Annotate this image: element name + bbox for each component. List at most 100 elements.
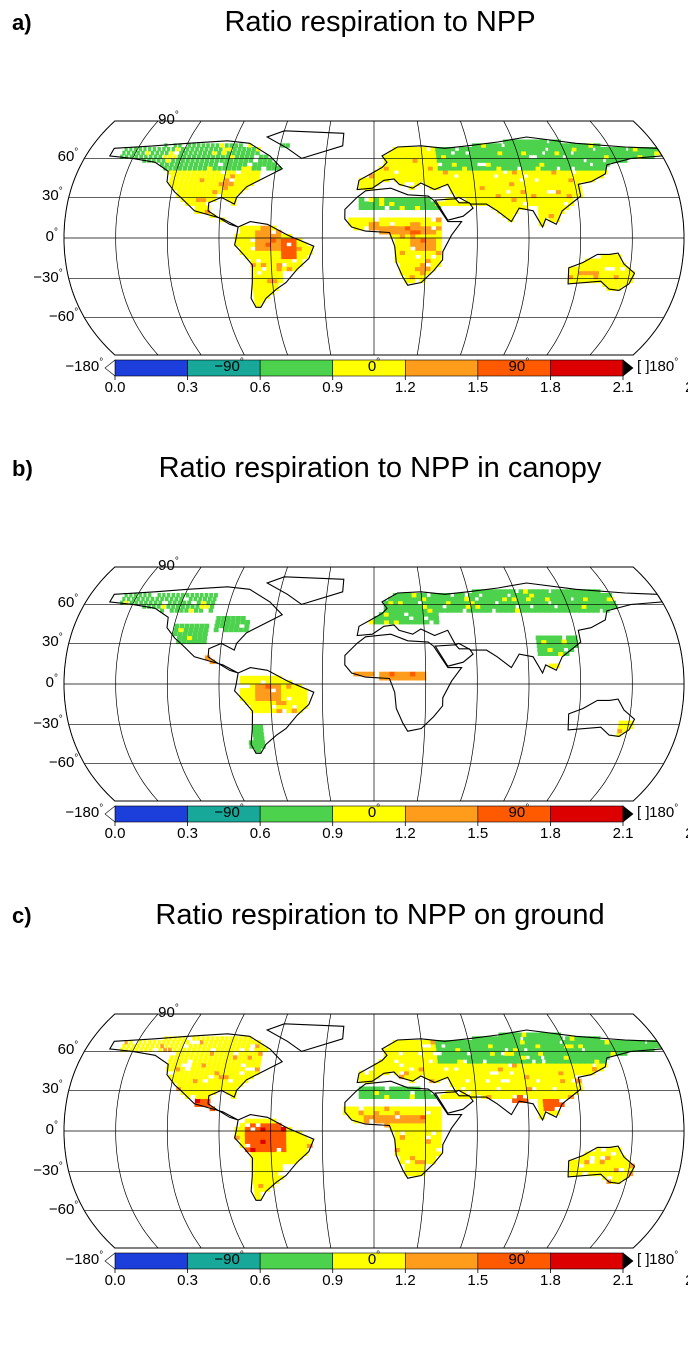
data-cell [255, 700, 262, 706]
data-cell [620, 1155, 626, 1161]
data-cell [257, 1055, 262, 1060]
data-cell [496, 205, 503, 210]
data-cell [234, 233, 241, 239]
data-cell [595, 262, 601, 268]
data-cell [191, 1063, 197, 1068]
data-cell [383, 600, 390, 605]
meridian-line [270, 121, 288, 355]
data-cell [476, 143, 483, 148]
data-cell [450, 201, 457, 206]
data-cell [549, 162, 556, 167]
data-cell [191, 193, 197, 199]
colorbar-tick-label: 1.8 [539, 825, 561, 842]
data-cell [567, 593, 575, 598]
data-cell [276, 708, 283, 714]
data-cell [251, 1163, 258, 1169]
data-cell [234, 1135, 241, 1140]
data-cell [541, 197, 549, 202]
data-cell [412, 600, 418, 605]
data-cell [210, 143, 215, 148]
data-cell [291, 1131, 298, 1136]
data-cell [485, 608, 493, 613]
data-cell [430, 1155, 437, 1161]
data-cell [555, 635, 563, 641]
data-cell [585, 170, 593, 175]
data-cell [585, 258, 591, 264]
data-cell [458, 147, 465, 152]
data-cell [255, 1155, 262, 1161]
data-cell [275, 675, 282, 681]
data-cell [199, 1102, 205, 1107]
data-cell [215, 143, 220, 148]
data-cell [383, 608, 390, 613]
data-cell [496, 1090, 503, 1095]
data-cell [353, 221, 360, 227]
data-cell [567, 197, 574, 202]
data-cell [605, 604, 613, 609]
data-cell [526, 139, 534, 144]
data-cell [495, 1055, 502, 1060]
data-cell [255, 229, 261, 235]
data-cell [565, 154, 573, 159]
data-cell [540, 596, 547, 602]
data-cell [484, 154, 491, 159]
data-cell [456, 1051, 463, 1056]
data-cell [466, 1055, 473, 1060]
data-cell [594, 266, 600, 272]
lon-tick-label: 180° [634, 1250, 688, 1268]
data-cell [281, 692, 287, 697]
data-cell [409, 270, 416, 276]
data-cell [255, 1151, 262, 1157]
data-cell [259, 154, 264, 159]
data-cell [430, 1094, 436, 1099]
data-cell [567, 274, 573, 280]
data-cell [200, 604, 205, 609]
lon-tick-value: 90 [508, 804, 526, 821]
data-cell [484, 600, 491, 605]
data-cell [394, 675, 401, 681]
data-cell [543, 209, 550, 214]
data-cell [180, 1051, 185, 1056]
data-cell [281, 1126, 287, 1132]
data-cell [608, 1167, 614, 1173]
data-cell [542, 173, 549, 179]
data-cell [399, 1090, 406, 1095]
data-cell [200, 1098, 206, 1103]
data-cell [501, 593, 508, 598]
data-cell [500, 608, 507, 613]
data-cell [392, 147, 399, 152]
data-cell [588, 1036, 596, 1041]
data-cell [389, 1114, 396, 1120]
data-cell [421, 596, 428, 602]
data-cell [560, 185, 567, 191]
data-cell [491, 1059, 498, 1064]
data-cell [547, 643, 554, 648]
data-cell [436, 1131, 442, 1136]
data-cell [637, 154, 645, 159]
data-cell [454, 150, 461, 156]
data-cell [503, 600, 510, 605]
data-cell [544, 1074, 551, 1080]
data-cell [250, 708, 257, 714]
data-cell [205, 1066, 211, 1072]
data-cell [256, 1163, 263, 1169]
data-cell [384, 1094, 390, 1099]
colorbar-tick-label: 0.0 [104, 825, 126, 842]
data-cell [420, 1147, 427, 1153]
data-cell [618, 274, 624, 280]
data-cell [581, 147, 589, 152]
data-cell [604, 147, 613, 152]
data-cell [218, 1078, 223, 1084]
data-cell [170, 1066, 176, 1072]
data-cell [540, 189, 547, 195]
data-cell [177, 189, 182, 195]
data-cell [178, 1074, 184, 1080]
data-cell [244, 1135, 251, 1140]
data-cell [468, 173, 475, 179]
degree-mark: ° [239, 357, 244, 368]
data-cell [552, 1094, 559, 1099]
data-cell [251, 147, 256, 152]
data-cell [195, 1066, 201, 1072]
data-cell [537, 201, 544, 206]
data-cell [614, 270, 620, 276]
